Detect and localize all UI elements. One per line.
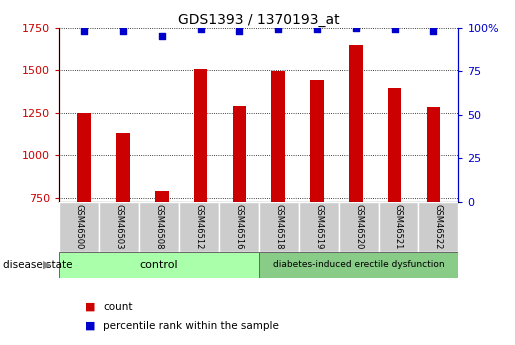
Point — [313, 27, 321, 32]
Text: GSM46522: GSM46522 — [434, 204, 443, 249]
Point — [235, 28, 244, 34]
Bar — [271, 71, 285, 202]
Text: ▶: ▶ — [43, 260, 52, 270]
Bar — [179, 202, 219, 252]
Point — [390, 27, 399, 32]
Text: GSM46521: GSM46521 — [394, 204, 403, 249]
Point — [158, 33, 166, 39]
Point — [196, 27, 204, 32]
Bar — [59, 252, 259, 278]
Bar — [418, 202, 458, 252]
Bar — [233, 106, 246, 202]
Text: GSM46500: GSM46500 — [75, 204, 83, 249]
Bar — [379, 202, 418, 252]
Point — [430, 28, 438, 34]
Text: GSM46503: GSM46503 — [115, 204, 124, 249]
Title: GDS1393 / 1370193_at: GDS1393 / 1370193_at — [178, 12, 339, 27]
Bar — [259, 252, 458, 278]
Bar — [339, 202, 379, 252]
Text: percentile rank within the sample: percentile rank within the sample — [103, 321, 279, 331]
Point — [274, 27, 282, 32]
Text: GSM46516: GSM46516 — [234, 204, 243, 249]
Text: control: control — [140, 260, 178, 270]
Bar — [99, 202, 139, 252]
Text: GSM46512: GSM46512 — [195, 204, 203, 249]
Bar — [155, 191, 168, 202]
Text: disease state: disease state — [3, 260, 72, 270]
Text: GSM46508: GSM46508 — [154, 204, 163, 249]
Text: GSM46519: GSM46519 — [314, 204, 323, 249]
Bar — [349, 45, 363, 202]
Text: ■: ■ — [85, 302, 95, 312]
Text: GSM46518: GSM46518 — [274, 204, 283, 249]
Bar — [299, 202, 339, 252]
Text: diabetes-induced erectile dysfunction: diabetes-induced erectile dysfunction — [273, 260, 444, 269]
Bar — [139, 202, 179, 252]
Text: GSM46520: GSM46520 — [354, 204, 363, 249]
Point — [352, 25, 360, 30]
Bar — [116, 133, 130, 202]
Bar — [77, 112, 91, 202]
Text: ■: ■ — [85, 321, 95, 331]
Point — [80, 28, 88, 34]
Bar — [219, 202, 259, 252]
Bar — [426, 107, 440, 202]
Bar — [59, 202, 99, 252]
Text: count: count — [103, 302, 132, 312]
Bar — [259, 202, 299, 252]
Point — [119, 28, 127, 34]
Bar — [388, 88, 401, 202]
Bar — [194, 69, 208, 202]
Bar — [310, 80, 324, 202]
